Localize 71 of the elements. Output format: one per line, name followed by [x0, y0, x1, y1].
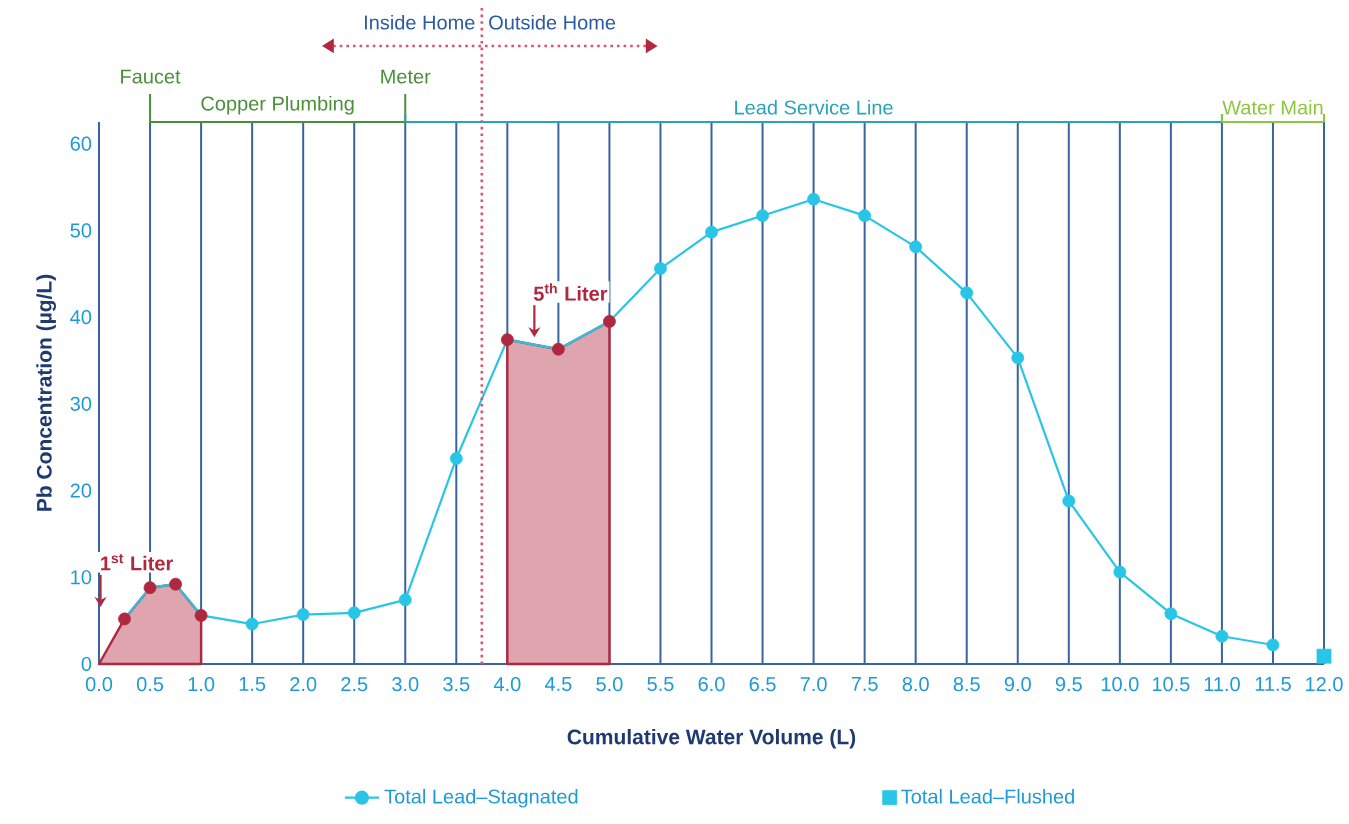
point: [245, 617, 259, 631]
annotation: 5$^{th}$ Liter: [533, 283, 608, 301]
x-tick-label: 10.5: [1152, 677, 1190, 692]
point: [807, 192, 820, 206]
y-axis-title: Pb Concentration (µg/L): [36, 274, 56, 511]
point: [1113, 565, 1127, 579]
point: [551, 342, 565, 356]
text: Meter: [381, 69, 431, 84]
point: [756, 209, 769, 223]
x-tick-label: 3.5: [443, 677, 470, 692]
x-axis-title: Cumulative Water Volume (L): [567, 728, 856, 749]
text: Water Main: [1222, 99, 1323, 115]
x-tick-label: 5.0: [596, 677, 623, 692]
point: [858, 209, 872, 223]
y-tick-label: 40: [70, 310, 92, 325]
point: [118, 612, 131, 626]
point: [1316, 648, 1332, 664]
point: [398, 593, 412, 607]
x-tick-label: 8.5: [953, 677, 980, 692]
x-tick-label: 4.0: [493, 677, 521, 692]
x-tick-label: 10.0: [1101, 677, 1139, 692]
x-tick-label: 3.0: [392, 677, 419, 692]
x-tick-label: 0.0: [85, 677, 113, 692]
x-tick-label: 6.5: [749, 677, 776, 692]
x-tick-label: 7.0: [800, 677, 827, 692]
x-tick-label: 9.5: [1055, 677, 1082, 692]
x-tick-label: 11.0: [1204, 677, 1240, 692]
text: Lead Service Line: [735, 99, 893, 115]
text: Copper Plumbing: [201, 95, 354, 115]
x-tick-label: 12.0: [1306, 677, 1343, 692]
x-tick-label: 6.0: [698, 677, 725, 692]
x-tick-label: 1.0: [188, 677, 215, 692]
x-tick-label: 9.0: [1004, 677, 1031, 692]
point: [1164, 607, 1178, 621]
x-tick-label: 2.0: [290, 677, 317, 692]
y-tick-label: 20: [70, 483, 92, 498]
point: [960, 286, 974, 300]
point: [169, 577, 182, 591]
y-tick-label: 50: [70, 223, 92, 238]
text: Inside Home: [364, 14, 475, 30]
point: [603, 315, 616, 328]
y-tick-label: 30: [70, 396, 92, 411]
x-tick-label: 0.5: [136, 677, 164, 692]
point: [449, 452, 463, 465]
point: [143, 581, 157, 595]
x-tick-label: 4.5: [544, 677, 572, 691]
point: [1266, 638, 1280, 652]
y-tick-label: 10: [71, 570, 92, 585]
x-tick-label: 7.5: [851, 677, 878, 691]
point: [1215, 629, 1229, 643]
point: [194, 609, 208, 622]
point: [1011, 351, 1025, 365]
y-tick-label: 0: [81, 656, 92, 672]
point: [500, 333, 514, 347]
annotation: 1$^{st}$ Liter: [101, 553, 173, 571]
legend-label: Total Lead–Stagnated: [384, 788, 578, 808]
point: [347, 606, 361, 620]
point: [1062, 494, 1076, 508]
x-tick-label: 2.5: [341, 677, 368, 692]
text: Faucet: [121, 69, 181, 84]
point: [909, 240, 923, 254]
x-tick-label: 5.5: [647, 677, 674, 691]
point: [705, 225, 718, 239]
point: [296, 608, 310, 621]
x-tick-label: 8.0: [902, 677, 929, 692]
x-tick-label: 11.5: [1255, 677, 1291, 691]
x-tick-label: 1.5: [239, 677, 266, 691]
legend-label: Total Lead–Flushed: [901, 788, 1074, 804]
text: Outside Home: [489, 14, 616, 30]
y-tick-label: 60: [70, 136, 92, 151]
point: [654, 262, 667, 275]
